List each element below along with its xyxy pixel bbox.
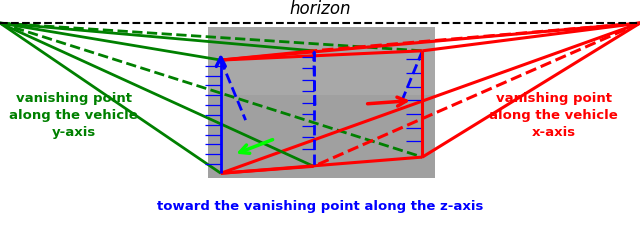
Text: toward the vanishing point along the z-axis: toward the vanishing point along the z-a… — [157, 200, 483, 213]
Text: vanishing point
along the vehicle
x-axis: vanishing point along the vehicle x-axis — [489, 92, 618, 139]
Bar — [208, 27, 435, 178]
Text: horizon: horizon — [289, 0, 351, 18]
Bar — [208, 95, 435, 178]
Text: vanishing point
along the vehicle
y-axis: vanishing point along the vehicle y-axis — [9, 92, 138, 139]
